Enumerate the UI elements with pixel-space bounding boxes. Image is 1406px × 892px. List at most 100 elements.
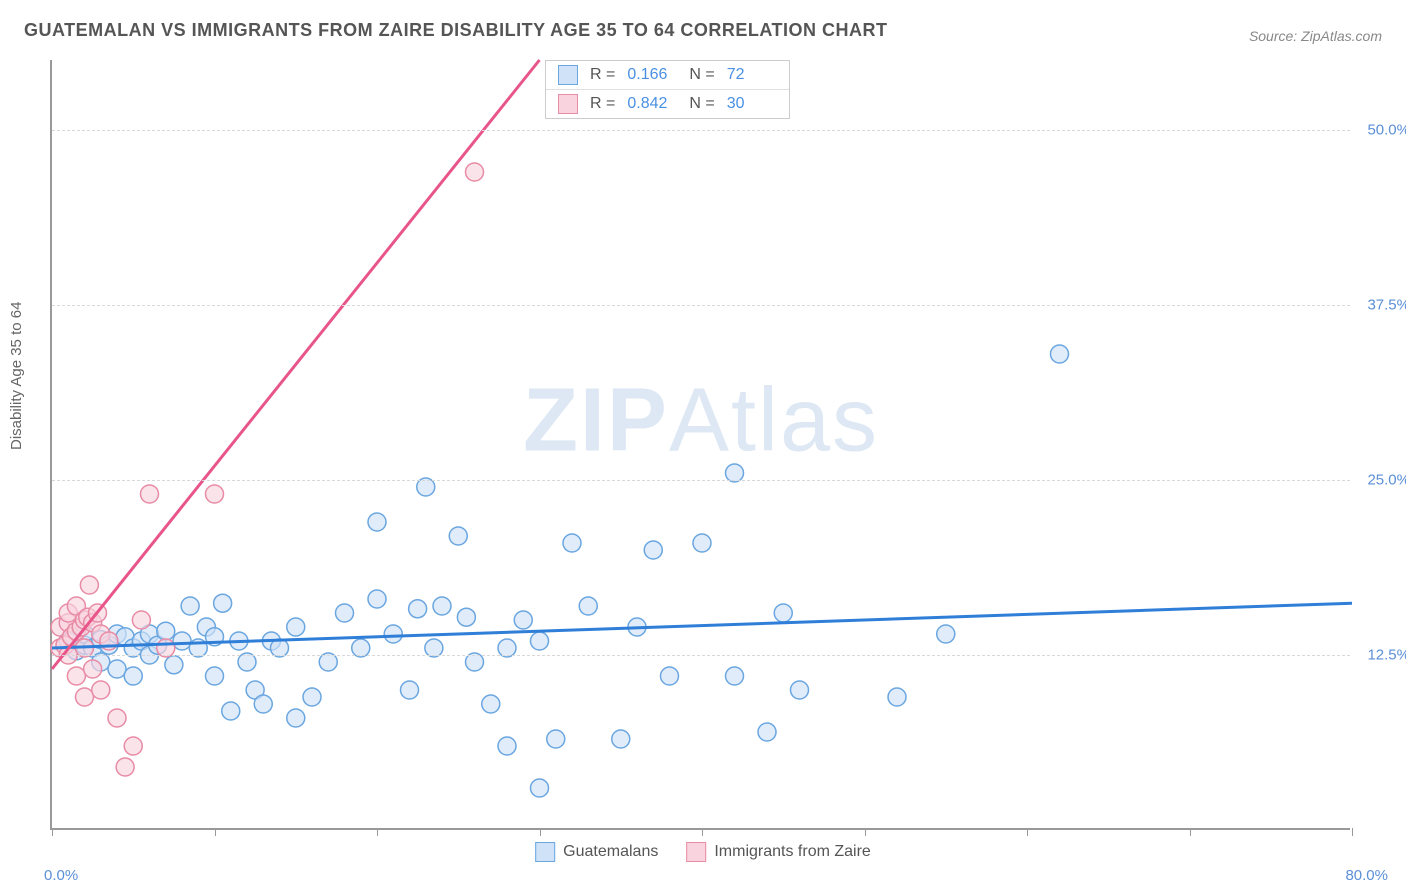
- scatter-point: [206, 667, 224, 685]
- trend-line: [52, 603, 1352, 648]
- stats-legend: R = 0.166 N = 72 R = 0.842 N = 30: [545, 60, 790, 119]
- x-tick: [540, 828, 541, 836]
- stat-N-label: N =: [689, 95, 714, 113]
- scatter-point: [287, 618, 305, 636]
- scatter-point: [76, 688, 94, 706]
- source-attribution: Source: ZipAtlas.com: [1249, 28, 1382, 44]
- legend-swatch-icon: [558, 65, 578, 85]
- x-tick: [215, 828, 216, 836]
- y-tick-label: 12.5%: [1367, 647, 1406, 664]
- legend-swatch-icon: [558, 94, 578, 114]
- scatter-point: [124, 737, 142, 755]
- scatter-point: [108, 660, 126, 678]
- legend-label: Immigrants from Zaire: [714, 843, 870, 861]
- scatter-point: [336, 604, 354, 622]
- scatter-point: [92, 681, 110, 699]
- scatter-point: [124, 667, 142, 685]
- scatter-point: [165, 656, 183, 674]
- chart-title: GUATEMALAN VS IMMIGRANTS FROM ZAIRE DISA…: [24, 20, 888, 41]
- x-tick: [1027, 828, 1028, 836]
- y-tick-label: 25.0%: [1367, 472, 1406, 489]
- scatter-point: [214, 594, 232, 612]
- y-axis-label: Disability Age 35 to 64: [8, 302, 25, 450]
- scatter-point: [547, 730, 565, 748]
- scatter-point: [157, 622, 175, 640]
- scatter-point: [254, 695, 272, 713]
- legend-item-1: Immigrants from Zaire: [686, 842, 870, 862]
- scatter-point: [482, 695, 500, 713]
- scatter-point: [368, 513, 386, 531]
- y-tick-label: 50.0%: [1367, 122, 1406, 139]
- scatter-point: [758, 723, 776, 741]
- scatter-point: [116, 758, 134, 776]
- legend-swatch-icon: [686, 842, 706, 862]
- scatter-point: [433, 597, 451, 615]
- scatter-point: [181, 597, 199, 615]
- scatter-plot-svg: [52, 60, 1350, 828]
- x-axis-end-label: 80.0%: [1345, 867, 1388, 884]
- scatter-point: [108, 709, 126, 727]
- scatter-point: [498, 737, 516, 755]
- scatter-point: [67, 667, 85, 685]
- stat-N-label: N =: [689, 66, 714, 84]
- stats-row-series-1: R = 0.842 N = 30: [546, 89, 789, 118]
- bottom-legend: Guatemalans Immigrants from Zaire: [535, 842, 871, 862]
- x-tick: [377, 828, 378, 836]
- stat-N-value: 30: [727, 95, 777, 113]
- scatter-point: [531, 632, 549, 650]
- scatter-point: [774, 604, 792, 622]
- scatter-point: [531, 779, 549, 797]
- stat-N-value: 72: [727, 66, 777, 84]
- stat-R-label: R =: [590, 95, 615, 113]
- chart-container: GUATEMALAN VS IMMIGRANTS FROM ZAIRE DISA…: [0, 0, 1406, 892]
- scatter-point: [303, 688, 321, 706]
- scatter-point: [579, 597, 597, 615]
- scatter-point: [888, 688, 906, 706]
- scatter-point: [368, 590, 386, 608]
- scatter-point: [84, 660, 102, 678]
- scatter-point: [173, 632, 191, 650]
- scatter-point: [206, 485, 224, 503]
- scatter-point: [401, 681, 419, 699]
- x-tick: [52, 828, 53, 836]
- scatter-point: [409, 600, 427, 618]
- scatter-point: [791, 681, 809, 699]
- legend-label: Guatemalans: [563, 843, 658, 861]
- scatter-point: [661, 667, 679, 685]
- x-tick: [1352, 828, 1353, 836]
- x-tick: [865, 828, 866, 836]
- gridline: [52, 130, 1350, 131]
- scatter-point: [612, 730, 630, 748]
- stat-R-value: 0.842: [627, 95, 677, 113]
- stat-R-value: 0.166: [627, 66, 677, 84]
- gridline: [52, 305, 1350, 306]
- scatter-point: [466, 163, 484, 181]
- scatter-point: [287, 709, 305, 727]
- scatter-point: [1051, 345, 1069, 363]
- scatter-point: [141, 485, 159, 503]
- scatter-point: [457, 608, 475, 626]
- x-tick: [702, 828, 703, 836]
- scatter-point: [449, 527, 467, 545]
- scatter-point: [514, 611, 532, 629]
- x-tick: [1190, 828, 1191, 836]
- stat-R-label: R =: [590, 66, 615, 84]
- plot-area: ZIPAtlas 12.5%25.0%37.5%50.0%: [50, 60, 1350, 830]
- scatter-point: [644, 541, 662, 559]
- gridline: [52, 655, 1350, 656]
- legend-swatch-icon: [535, 842, 555, 862]
- gridline: [52, 480, 1350, 481]
- x-axis-start-label: 0.0%: [44, 867, 78, 884]
- scatter-point: [693, 534, 711, 552]
- scatter-point: [80, 576, 98, 594]
- scatter-point: [384, 625, 402, 643]
- scatter-point: [563, 534, 581, 552]
- scatter-point: [726, 667, 744, 685]
- y-tick-label: 37.5%: [1367, 297, 1406, 314]
- scatter-point: [132, 611, 150, 629]
- trend-line: [52, 60, 540, 669]
- scatter-point: [937, 625, 955, 643]
- scatter-point: [222, 702, 240, 720]
- legend-item-0: Guatemalans: [535, 842, 658, 862]
- stats-row-series-0: R = 0.166 N = 72: [546, 61, 789, 89]
